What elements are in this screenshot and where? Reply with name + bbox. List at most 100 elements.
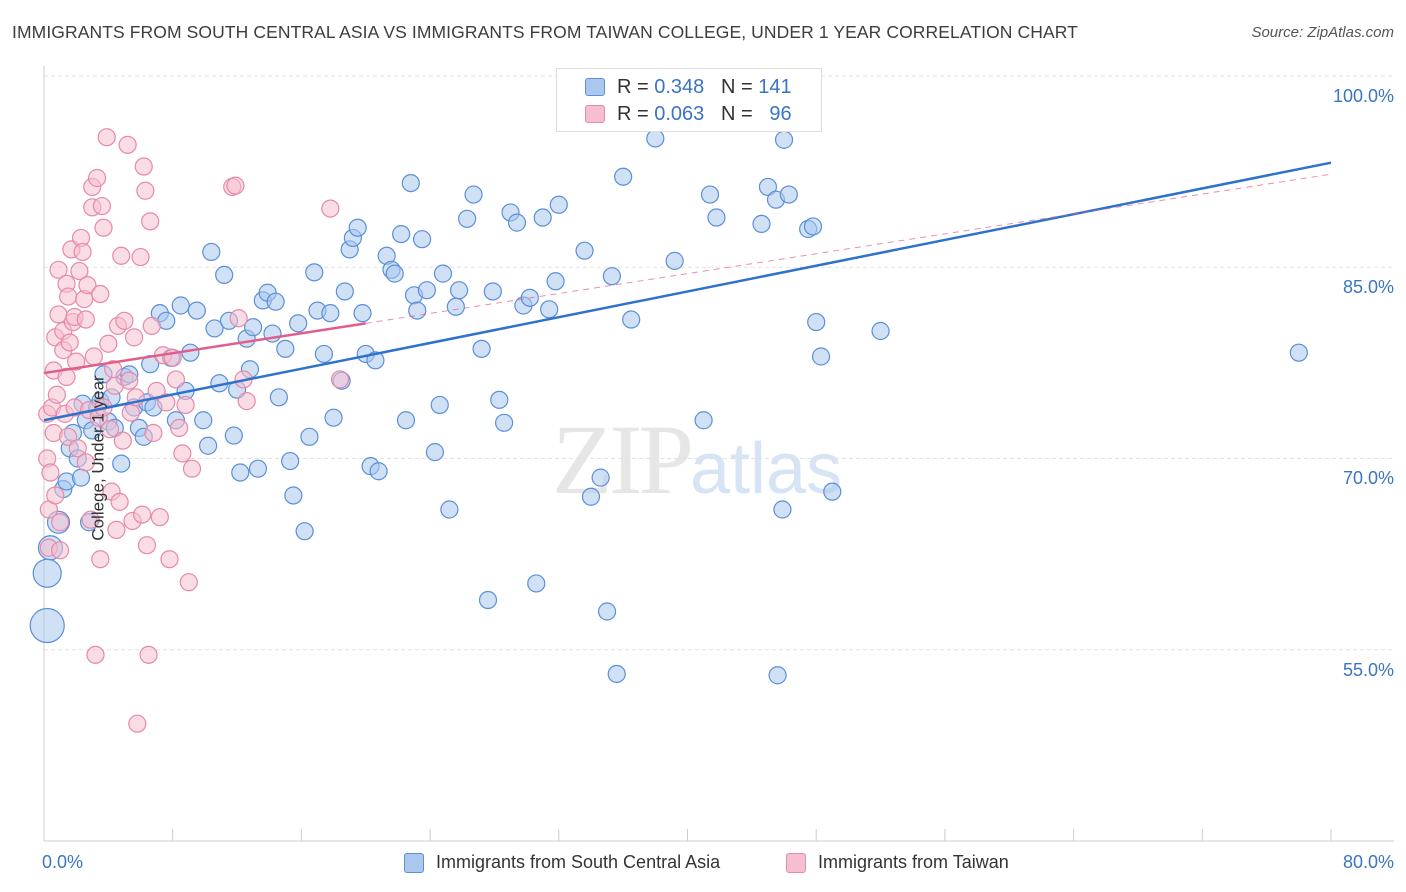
point-south-central-asia [458, 209, 477, 228]
point-south-central-asia [324, 408, 343, 427]
point-south-central-asia [205, 319, 224, 338]
point-taiwan [179, 573, 198, 592]
point-taiwan [112, 246, 131, 265]
point-south-central-asia [752, 214, 771, 233]
point-taiwan [68, 439, 87, 458]
legend-r-value: 0.063 [654, 102, 705, 125]
trend-line-taiwan [43, 322, 366, 375]
point-south-central-asia [811, 347, 831, 366]
point-taiwan [113, 431, 132, 450]
point-south-central-asia [665, 251, 684, 270]
point-south-central-asia [464, 185, 483, 204]
point-south-central-asia [412, 230, 432, 249]
point-taiwan [84, 347, 103, 366]
point-south-central-asia [591, 468, 610, 487]
point-taiwan [60, 333, 79, 352]
point-south-central-asia [198, 436, 218, 455]
legend-swatch-blue [585, 78, 605, 96]
point-taiwan [78, 276, 97, 295]
point-taiwan [134, 157, 153, 176]
point-taiwan [144, 423, 163, 443]
point-south-central-asia [32, 558, 62, 588]
point-south-central-asia [700, 185, 720, 204]
bottom-legend-south-central-asia: Immigrants from South Central Asia [404, 852, 720, 873]
point-south-central-asia [549, 195, 568, 214]
point-taiwan [91, 550, 110, 569]
point-taiwan [41, 463, 60, 482]
y-tick-label-70: 70.0% [1342, 468, 1394, 488]
point-taiwan [131, 247, 150, 267]
point-south-central-asia [244, 318, 263, 337]
point-south-central-asia [305, 263, 324, 282]
legend: R = 0.348 N = 141 R = 0.063 N = 96 [556, 68, 822, 132]
x-tick-label-0: 0.0% [42, 852, 84, 872]
legend-swatch-pink [585, 105, 605, 123]
point-taiwan [150, 508, 169, 527]
point-south-central-asia [507, 213, 527, 232]
point-south-central-asia [446, 297, 465, 316]
point-south-central-asia [575, 241, 594, 260]
y-axis-label: College, Under 1 year [88, 375, 108, 541]
point-south-central-asia [181, 343, 200, 362]
point-south-central-asia [269, 388, 288, 407]
point-taiwan [141, 212, 160, 231]
point-south-central-asia [581, 487, 601, 506]
bottom-legend-taiwan: Immigrants from Taiwan [786, 852, 1009, 873]
point-south-central-asia [614, 167, 633, 186]
point-south-central-asia [353, 304, 372, 323]
point-taiwan [115, 311, 134, 330]
point-taiwan [73, 242, 92, 262]
point-south-central-asia [369, 462, 388, 481]
point-south-central-asia [533, 208, 552, 227]
point-south-central-asia [823, 482, 842, 501]
point-south-central-asia [289, 314, 308, 333]
point-south-central-asia [425, 443, 445, 462]
point-taiwan [157, 393, 176, 412]
y-tick-label-100: 100.0% [1332, 86, 1394, 106]
point-taiwan [176, 395, 195, 415]
point-south-central-asia [29, 607, 65, 644]
point-south-central-asia [773, 500, 792, 519]
legend-r-label: R = [617, 75, 649, 98]
point-taiwan [128, 714, 147, 733]
bottom-legend-label: Immigrants from Taiwan [818, 852, 1009, 872]
point-taiwan [133, 505, 152, 524]
point-south-central-asia [392, 225, 411, 244]
point-south-central-asia [472, 339, 491, 358]
point-taiwan [59, 287, 78, 306]
point-south-central-asia [187, 301, 206, 320]
point-taiwan [137, 536, 157, 555]
point-south-central-asia [449, 281, 469, 300]
point-south-central-asia [490, 390, 509, 409]
point-taiwan [121, 403, 140, 422]
point-south-central-asia [768, 666, 787, 685]
watermark-atlas: atlas [690, 429, 843, 509]
point-taiwan [107, 520, 126, 540]
point-taiwan [99, 334, 118, 353]
point-taiwan [50, 513, 70, 532]
point-south-central-asia [194, 411, 213, 430]
point-south-central-asia [300, 427, 319, 446]
point-south-central-asia [281, 451, 300, 471]
point-taiwan [226, 176, 245, 195]
point-taiwan [91, 284, 110, 304]
point-taiwan [100, 420, 120, 439]
chart-title: IMMIGRANTS FROM SOUTH CENTRAL ASIA VS IM… [12, 22, 1078, 42]
point-south-central-asia [546, 272, 565, 291]
point-south-central-asia [433, 264, 453, 283]
point-south-central-asia [202, 242, 221, 262]
point-south-central-asia [314, 344, 334, 364]
point-south-central-asia [417, 281, 436, 300]
point-taiwan [50, 541, 70, 560]
source-label: Source: ZipAtlas.com [1251, 24, 1394, 41]
legend-n-label: N = [720, 102, 753, 125]
watermark: ZIPatlas [552, 402, 842, 517]
point-taiwan [321, 199, 340, 218]
legend-row-south-central-asia: R = 0.348 N = 141 [585, 75, 792, 99]
legend-r-value: 0.348 [654, 75, 705, 98]
point-taiwan [160, 550, 179, 569]
point-south-central-asia [803, 217, 823, 236]
legend-n-value: 96 [769, 102, 792, 125]
point-south-central-asia [1289, 343, 1308, 362]
point-south-central-asia [366, 351, 385, 370]
